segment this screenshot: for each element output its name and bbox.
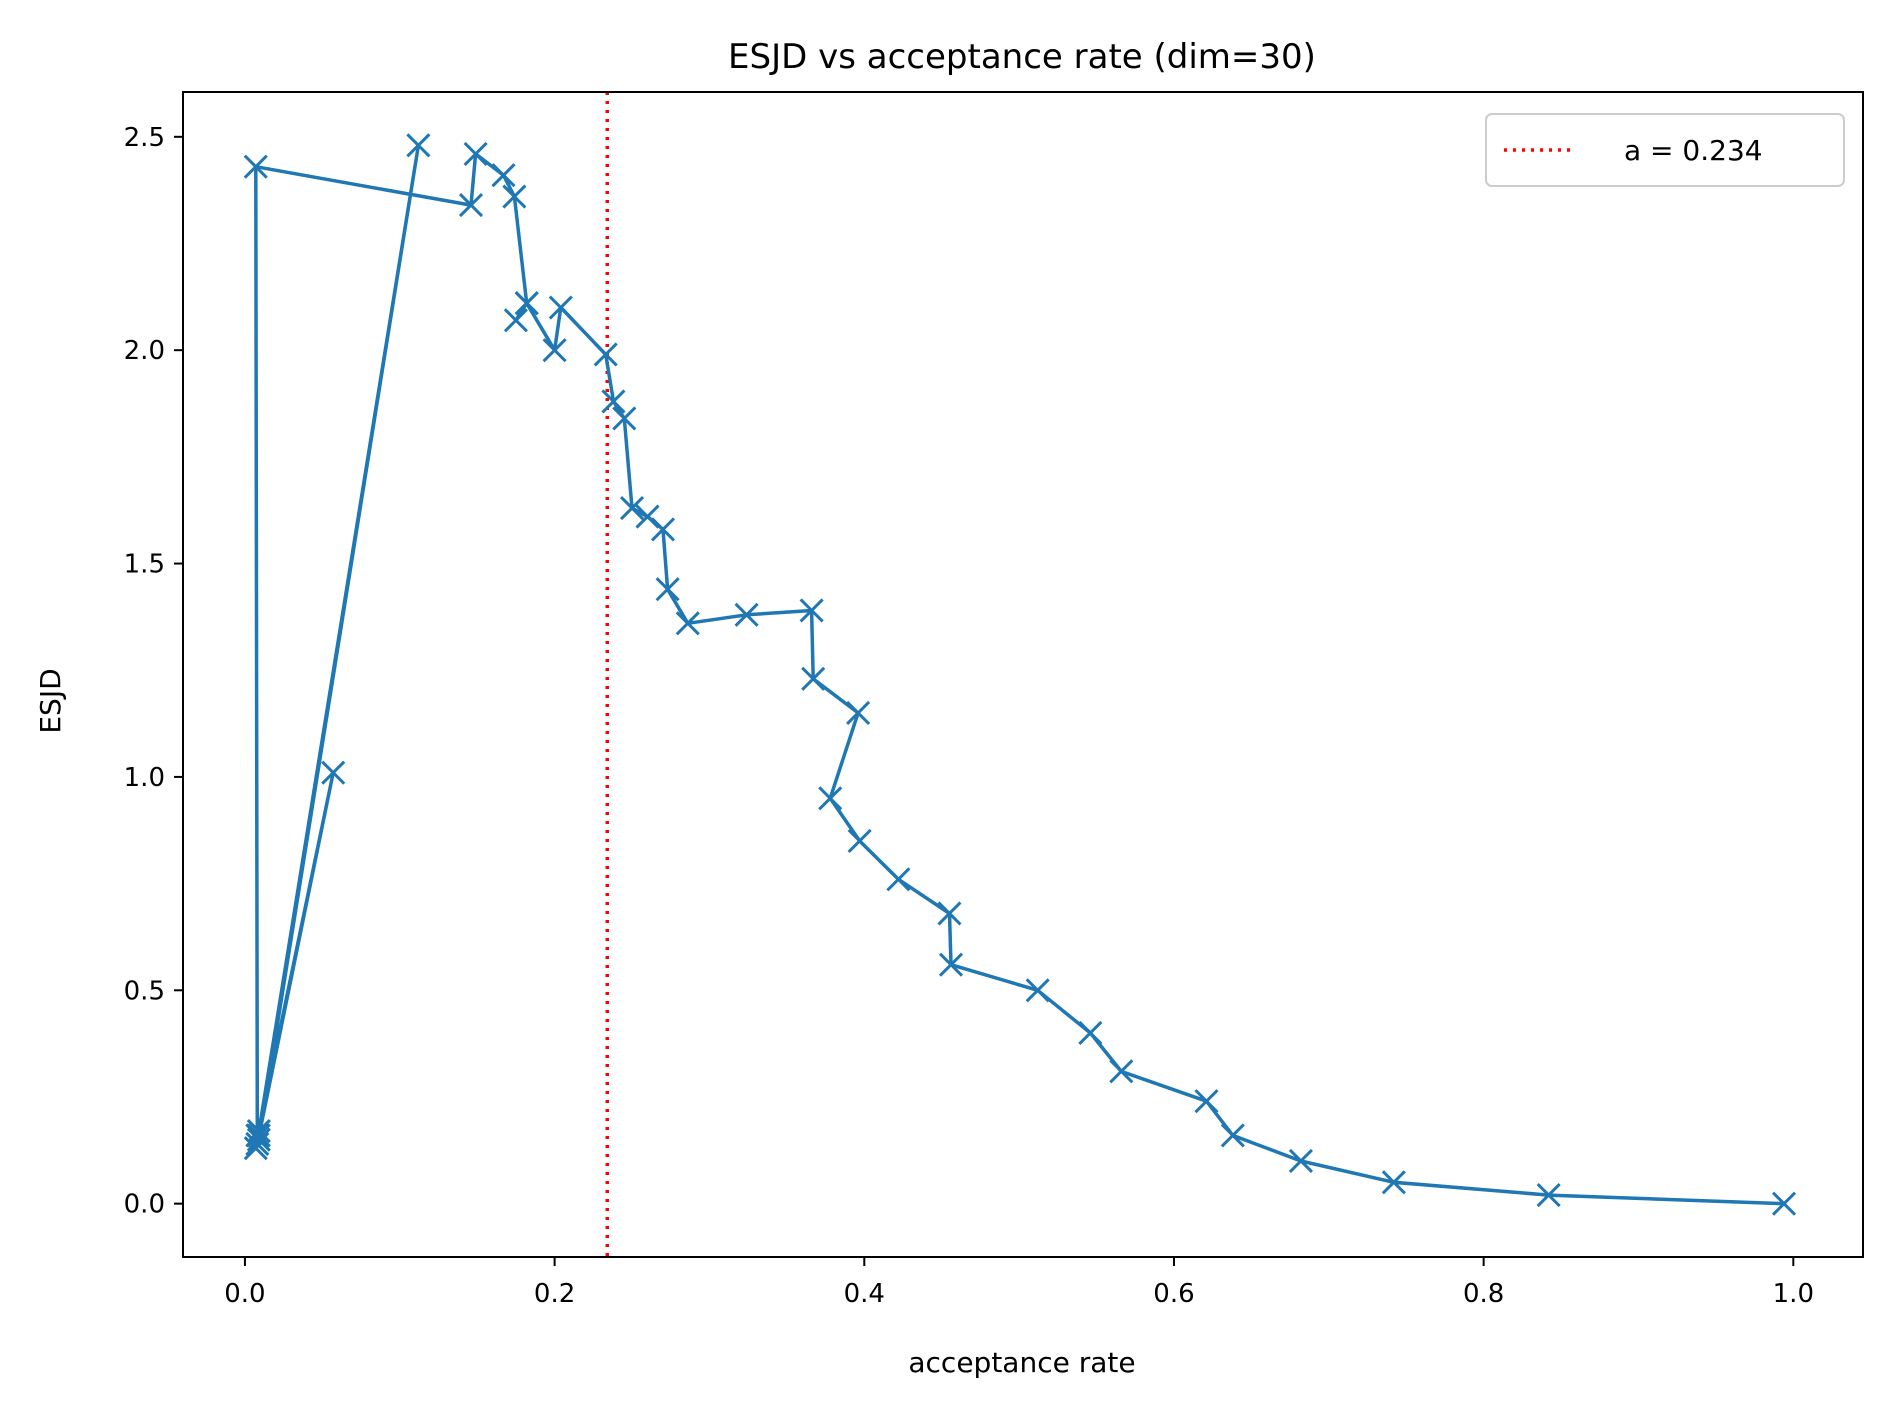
y-tick-label: 0.0 [124, 1190, 165, 1220]
data-point-marker [799, 598, 824, 623]
data-point-marker [937, 901, 962, 926]
data-point-marker [1288, 1148, 1314, 1174]
data-point-marker [1381, 1170, 1406, 1195]
y-tick-label: 1.0 [124, 763, 165, 793]
data-point-marker [1771, 1191, 1797, 1216]
data-point-marker [321, 760, 346, 785]
data-point-marker [463, 141, 488, 166]
data-point-marker [650, 517, 676, 542]
legend: a = 0.234 [1485, 113, 1845, 187]
data-point-marker [635, 504, 660, 529]
data-point-marker [1109, 1059, 1134, 1084]
data-point-marker [1220, 1123, 1245, 1148]
data-point-marker [601, 389, 626, 414]
y-tick-label: 0.5 [124, 976, 165, 1006]
data-point-marker [246, 1123, 271, 1148]
data-point-marker [675, 611, 700, 636]
x-tick-label: 0.6 [1153, 1279, 1194, 1309]
x-axis: 0.0 0.2 0.4 0.6 0.8 1.0 [224, 1257, 1814, 1309]
legend-box [1485, 113, 1845, 187]
data-point-marker [245, 1131, 270, 1156]
data-point-marker [1078, 1020, 1103, 1046]
data-point-marker [246, 1127, 271, 1152]
data-point-marker [1536, 1183, 1561, 1208]
y-tick-label: 1.5 [124, 550, 165, 580]
data-point-marker [1025, 978, 1050, 1003]
data-point-marker [886, 867, 911, 892]
data-point-marker [1194, 1089, 1219, 1114]
data-point-marker [514, 291, 539, 316]
legend-label: a = 0.234 [1624, 134, 1763, 167]
data-point-marker [502, 184, 527, 209]
y-axis: 0.0 0.5 1.0 1.5 2.0 2.5 [124, 123, 183, 1220]
plot-frame [182, 91, 1864, 1258]
y-axis-label: ESJD [34, 668, 67, 733]
data-point-marker [734, 602, 759, 627]
chart-title: ESJD vs acceptance rate (dim=30) [728, 37, 1316, 77]
plot-area [243, 92, 1797, 1257]
x-tick-label: 0.0 [224, 1279, 265, 1309]
data-point-marker [818, 786, 843, 811]
data-point-marker [612, 406, 637, 431]
data-point-marker [593, 342, 618, 367]
y-tick-label: 2.0 [124, 336, 165, 366]
x-tick-label: 1.0 [1773, 1279, 1814, 1309]
x-tick-label: 0.4 [844, 1279, 885, 1309]
data-point-marker [458, 193, 484, 218]
x-axis-label: acceptance rate [908, 1346, 1135, 1379]
data-point-marker [243, 154, 268, 179]
data-point-marker [406, 133, 431, 158]
y-tick-label: 2.5 [124, 123, 165, 153]
data-point-marker [542, 338, 567, 363]
data-point-marker [503, 308, 528, 333]
data-point-marker [938, 952, 964, 977]
data-point-marker [655, 577, 680, 602]
data-point-marker [548, 295, 573, 320]
data-point-marker [619, 496, 645, 521]
x-tick-label: 0.2 [534, 1279, 575, 1309]
data-point-marker [801, 666, 826, 691]
data-point-marker [847, 828, 872, 853]
data-point-marker [846, 700, 871, 725]
x-tick-label: 0.8 [1463, 1279, 1504, 1309]
data-point-marker [491, 163, 516, 188]
